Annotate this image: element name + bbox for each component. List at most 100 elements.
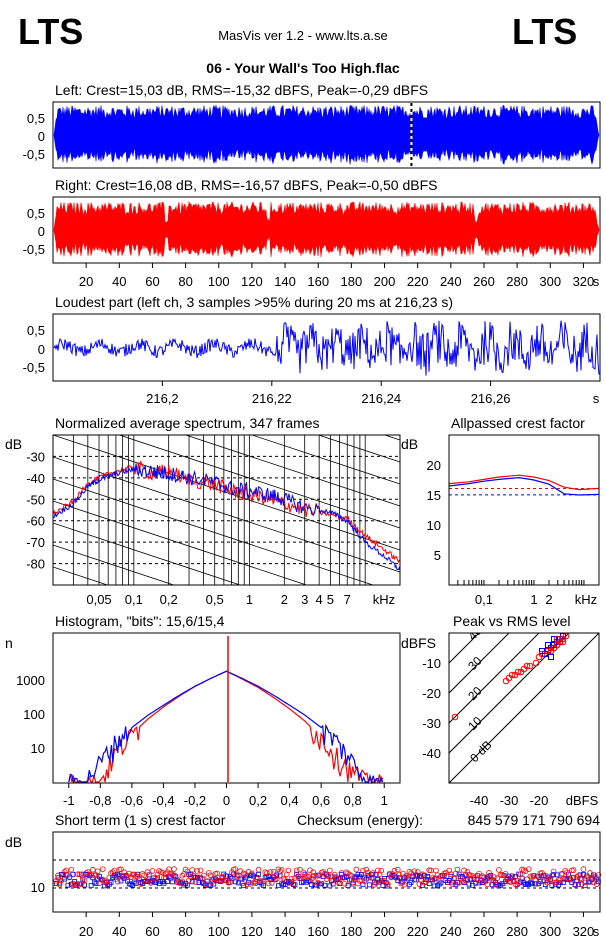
shortcrest-point-left (501, 873, 507, 879)
peakrms-point-right (550, 644, 558, 652)
spectrum-slope-line (53, 435, 400, 551)
shortcrest-point-right (139, 871, 146, 877)
checksum-value: 845 579 171 790 694 (468, 812, 601, 828)
spectrum-ytick: -40 (26, 471, 45, 486)
shortcrest-point-right (394, 866, 401, 873)
right-waveform-panel: 0,5 0 -0,5 20 40 60 80 100 120 140 160 180 200 220… (23, 196, 601, 289)
shortcrest-point-right (399, 870, 406, 877)
loudest-ytick: 0 (38, 342, 45, 357)
shortcrest-point-right (471, 874, 477, 881)
spectrum-xtick: 0,05 (86, 592, 111, 607)
shortcrest-point-right (222, 872, 229, 879)
allpassed-series-left (448, 476, 600, 496)
allpassed-panel: 20 15 10 5 0,1 1 2 kHz (427, 434, 600, 607)
shortcrest-point-right (582, 879, 588, 886)
histogram-xtick: -0,4 (152, 793, 174, 808)
histogram-xtick: 0,8 (344, 793, 362, 808)
time-tick-label: 300 (539, 274, 561, 289)
right-waveform-series (53, 200, 600, 258)
shortcrest-point-left (549, 882, 555, 888)
shortcrest-point-right (361, 878, 368, 885)
shortcrest-point-right (285, 867, 292, 874)
spectrum-panel: -30 -40 -50 -60 -70 -80 0,05 0,1 0,2 0,5 1 2 3 4 5 7 kHz (26, 303, 401, 607)
time-tick-label: 80 (178, 274, 192, 289)
shortcrest-point-right (363, 866, 370, 873)
histogram-xtick: 0,6 (312, 793, 330, 808)
shortcrest-point-left (309, 882, 314, 888)
shortcrest-title: Short term (1 s) crest factor (55, 812, 226, 828)
time-tick-label: 260 (473, 274, 495, 289)
histogram-ytick: 10 (31, 741, 45, 756)
shortcrest-point-right (464, 869, 471, 875)
allpassed-xtick: 1 (530, 592, 537, 607)
shortcrest-point-left (319, 881, 324, 887)
logo-right: LTS (512, 11, 577, 52)
shortcrest-xtick: 300 (539, 924, 561, 939)
shortcrest-point-right (578, 881, 585, 887)
shortcrest-point-right (94, 868, 101, 875)
histogram-panel: 1000 100 10 -1 -0,8 -0,6 -0,4 -0,2 0 0,2 0,4 0,6 0,8… (16, 632, 401, 808)
shortcrest-point-right (201, 872, 207, 879)
shortcrest-point-right (398, 880, 404, 887)
shortcrest-point-right (391, 867, 398, 874)
time-tick-label: 60 (145, 274, 159, 289)
histogram-xtick: -1 (63, 793, 75, 808)
allpassed-xtick: 2 (545, 592, 552, 607)
loudest-tick-label: 216,26 (471, 391, 511, 406)
shortcrest-point-left (65, 882, 71, 888)
shortcrest-axis: 20 40 60 80 100 120 140 160 180 200 220 240 260 280 30… (79, 912, 600, 939)
spectrum-xtick: 0,5 (206, 592, 224, 607)
spectrum-slope-line (53, 303, 400, 418)
shortcrest-point-right (308, 875, 315, 882)
shortcrest-point-right (118, 866, 124, 873)
loudest-panel: 0,5 0 -0,5 216,2 216,22 216,24 216,26 s (23, 313, 601, 406)
shortcrest-point-right (288, 876, 295, 882)
shortcrest-point-right (433, 867, 439, 874)
shortcrest-point-right (496, 867, 502, 873)
shortcrest-point-right (325, 873, 331, 879)
allpassed-xtick: kHz (575, 592, 597, 607)
shortcrest-point-right (273, 875, 280, 882)
shortcrest-point-right (315, 880, 322, 886)
shortcrest-point-left (62, 876, 68, 882)
shortcrest-point-right (386, 871, 393, 877)
spectrum-series-left (53, 463, 400, 571)
app-title: MasVis ver 1.2 - www.lts.a.se (218, 28, 388, 43)
shortcrest-point-left (116, 873, 122, 879)
shortcrest-point-right (336, 875, 343, 881)
shortcrest-xtick: 280 (506, 924, 528, 939)
shortcrest-point-left (88, 883, 94, 889)
allpassed-ylabel: dB (401, 436, 418, 452)
shortcrest-frame (52, 831, 601, 913)
time-tick-label: 40 (112, 274, 126, 289)
shortcrest-point-right (469, 873, 476, 879)
shortcrest-point-right (297, 866, 303, 873)
shortcrest-point-left (53, 881, 59, 886)
shortcrest-point-right (331, 871, 338, 878)
shortcrest-point-left (135, 871, 140, 877)
shortcrest-point-right (511, 878, 517, 884)
shortcrest-point-right (414, 869, 421, 875)
histogram-xtick: 0 (223, 793, 230, 808)
shortcrest-point-right (327, 867, 333, 874)
shortcrest-point-left (153, 880, 159, 885)
shortcrest-point-right (138, 881, 144, 887)
shortcrest-point-right (207, 872, 214, 879)
shortcrest-point-right (85, 869, 91, 875)
shortcrest-point-right (525, 866, 532, 872)
shortcrest-point-right (146, 876, 152, 883)
shortcrest-xtick: 260 (473, 924, 495, 939)
shortcrest-point-right (312, 879, 318, 885)
allpassed-xtick: 0,1 (475, 592, 493, 607)
shortcrest-point-right (419, 871, 426, 878)
shortcrest-point-right (376, 871, 383, 877)
spectrum-title: Normalized average spectrum, 347 frames (55, 415, 320, 431)
shortcrest-point-right (482, 876, 489, 883)
peakrms-xtick: -30 (500, 793, 519, 808)
crest-line (449, 633, 510, 694)
shortcrest-point-left (554, 872, 560, 878)
left-ytick: -0,5 (23, 147, 45, 162)
shortcrest-point-right (186, 877, 192, 884)
